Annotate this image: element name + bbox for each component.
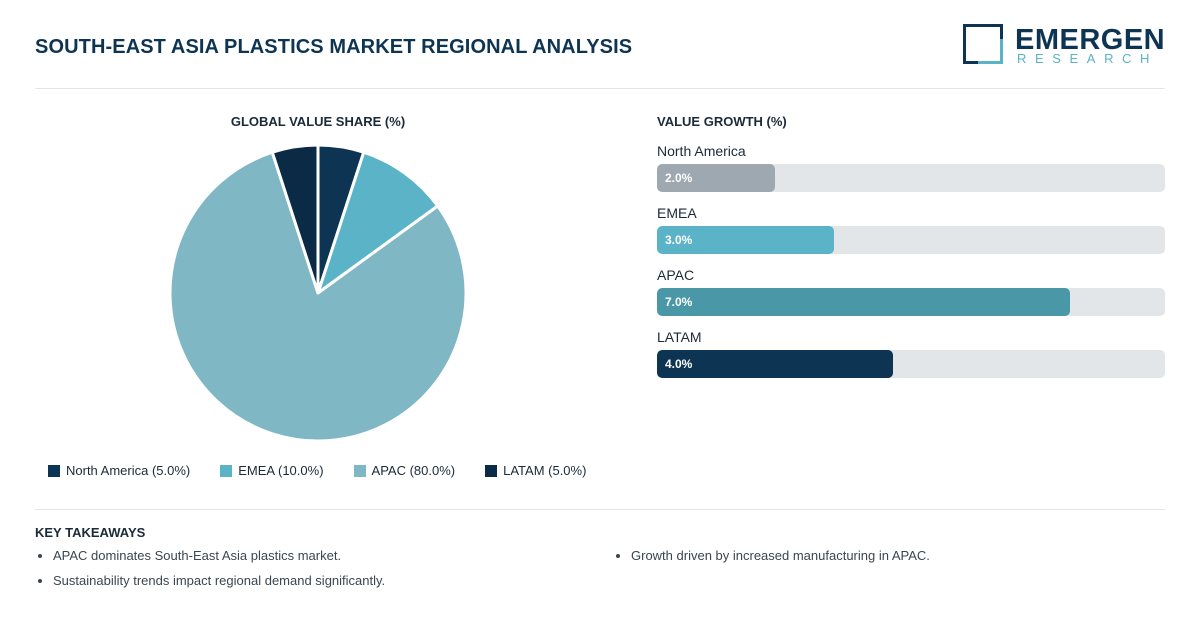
bar-north-america [657,164,775,192]
legend-swatch [485,464,498,477]
takeaway-item: Sustainability trends impact regional de… [53,573,613,588]
pie-slice-latam [270,143,320,295]
bar-row-latam: LATAM 4.0% [657,329,1165,378]
bar-category-label: North America [657,143,746,159]
legend-item-emea: EMEA (10.0%) [220,463,324,478]
header-divider [35,88,1165,89]
bar-list: North America 2.0% EMEA 3.0% APAC 7.0% LATAM 4.… [657,143,1165,378]
bar-track: 4.0% [657,350,1165,378]
bar-emea [657,226,834,254]
takeaways-left-list: APAC dominates South-East Asia plastics … [35,548,613,598]
header: SOUTH-EAST ASIA PLASTICS MARKET REGIONAL… [35,24,1165,88]
takeaways-right-list: Growth driven by increased manufacturing… [613,548,1165,598]
bar-row-north-america: North America 2.0% [657,143,1165,192]
bar-track: 3.0% [657,226,1165,254]
legend-label: LATAM (5.0%) [503,463,587,478]
bar-row-emea: EMEA 3.0% [657,205,1165,254]
bar-apac [657,288,1070,316]
legend-item-apac: APAC (80.0%) [353,463,456,478]
bar-track: 7.0% [657,288,1165,316]
legend-item-latam: LATAM (5.0%) [485,463,586,478]
bar-value-label: 7.0% [665,295,693,309]
bar-category-label: EMEA [657,205,697,221]
bar-category-label: APAC [657,267,695,283]
bar-category-label: LATAM [657,329,702,345]
pie-slice-emea [316,150,440,295]
legend-swatch [220,464,233,477]
bar-value-label: 2.0% [665,171,693,185]
legend-label: APAC (80.0%) [371,463,456,478]
section-divider [35,509,1165,510]
bar-row-apac: APAC 7.0% [657,267,1165,316]
legend-item-north-america: North America (5.0%) [48,463,190,478]
bar-track: 2.0% [657,164,1165,192]
page-title: SOUTH-EAST ASIA PLASTICS MARKET REGIONAL… [35,36,633,58]
pie-chart [168,143,468,443]
legend-label: EMEA (10.0%) [238,463,324,478]
legend-swatch [48,464,60,477]
bar-chart-title: VALUE GROWTH (%) [657,114,787,129]
growth-bar-chart: VALUE GROWTH (%) North America 2.0% EMEA 3.… [657,114,1165,391]
takeaway-item: Growth driven by increased manufacturing… [631,548,1165,563]
bar-value-label: 4.0% [665,357,693,371]
key-takeaways: KEY TAKEAWAYS APAC dominates South-East … [35,525,1165,598]
logo-mark-icon [963,24,1003,64]
pie-legend: North America (5.0%) EMEA (10.0%) APAC (80… [48,463,586,478]
bar-latam [657,350,893,378]
logo-subword: RESEARCH [1017,51,1159,66]
pie-chart-title: GLOBAL VALUE SHARE (%) [230,114,406,129]
emergen-logo: EMERGEN RESEARCH [963,24,1165,72]
logo-word: EMERGEN [1015,24,1166,56]
bar-value-label: 3.0% [665,233,693,247]
legend-label: North America (5.0%) [66,463,191,478]
takeaways-title: KEY TAKEAWAYS [35,525,146,540]
takeaway-item: APAC dominates South-East Asia plastics … [53,548,613,563]
pie-slice-apac [168,150,468,443]
legend-swatch [353,464,366,477]
